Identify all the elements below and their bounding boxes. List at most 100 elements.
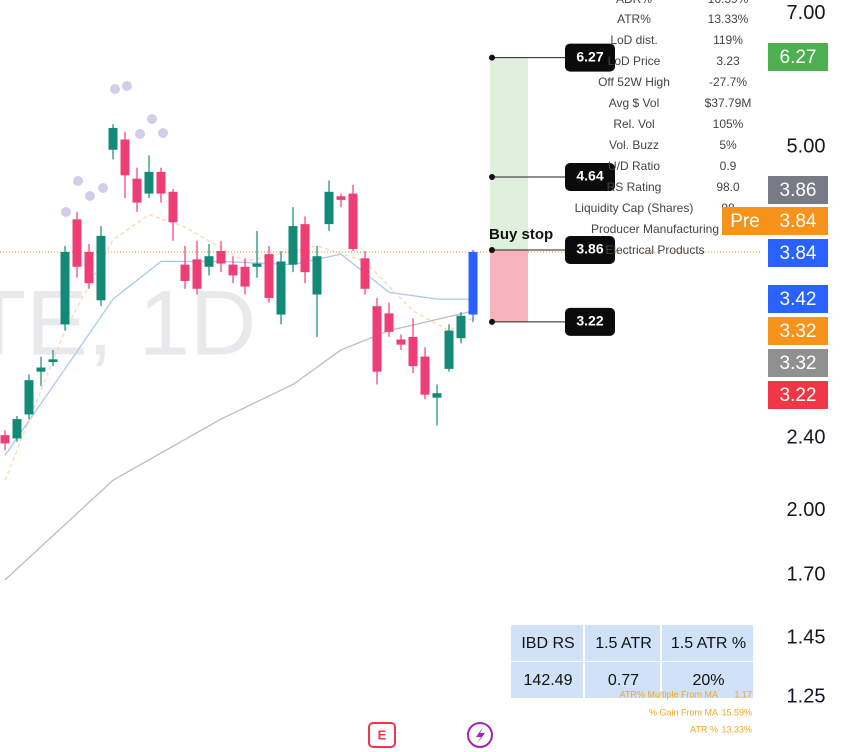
candle-body [120,139,130,176]
candle-body [192,259,202,289]
info-label: ADR% [616,0,652,6]
candle-body [324,191,334,225]
earnings-label[interactable]: E [378,727,387,742]
candle-body [288,226,298,265]
candle-body [240,266,250,287]
info-value: 119% [713,33,743,47]
y-tick-label: 2.00 [787,499,826,521]
table-text: 20% [692,672,724,689]
table-cell [662,625,753,661]
candle-body [276,261,286,315]
info-label: Rel. Vol [613,117,654,131]
info-value: 3.23 [716,54,740,68]
candle-body [96,235,106,301]
candle-body [432,393,442,398]
price-badge [768,176,828,204]
watermark: TE, 1D [0,272,256,374]
candle-body [156,171,166,194]
candle-body [132,178,142,203]
candle-body [180,264,190,281]
price-badge [768,381,828,409]
price-badge-label: 3.22 [780,385,817,406]
candle-body [372,306,382,372]
lightning-glyph [476,727,485,744]
level-box [565,162,615,191]
table-cell [585,662,660,698]
level-box [565,235,615,264]
table-cell [585,625,660,661]
ma-row-label: ATR % [690,724,718,734]
table-cell [511,662,583,698]
table-cell [662,662,753,698]
price-badge-label: 3.84 [780,211,817,232]
info-value: 13.33% [708,12,749,26]
info-label: ATR% [617,12,651,26]
ma-row-value: 13.33% [721,724,752,734]
info-sector: Producer Manufacturing [591,222,719,236]
candle-body [84,252,94,284]
candle-body [12,419,22,439]
price-badge [768,239,828,267]
level-label: 3.86 [576,241,603,257]
info-sector: Electrical Products [605,243,704,257]
level-dot [489,246,495,253]
candle-body [420,356,430,395]
y-tick-label: 1.25 [787,685,826,707]
stop-zone [490,249,528,322]
table-text: 142.49 [524,672,573,689]
y-tick-label: 7.00 [787,2,826,24]
level-dot [489,173,495,180]
candle-body [348,193,358,249]
info-label: Liquidity Cap (Shares) [575,201,694,215]
candle-body [216,251,226,264]
level-label: 6.27 [576,48,603,64]
candle-body [384,313,394,332]
info-label: LoD dist. [610,33,657,47]
price-badge-label: 3.42 [780,289,817,310]
ma-row-label: % Gain From MA [649,707,718,717]
candle-body [144,171,154,194]
price-badge [768,349,828,377]
level-dot [489,318,495,325]
info-label: LoD Price [608,54,661,68]
info-value: 16.59% [708,0,749,6]
price-badge-label: 3.32 [780,353,817,374]
candle-body [72,219,82,267]
y-tick-label: 5.00 [787,136,826,158]
ma-row-label: ATR% Multiple From MA [620,689,718,699]
ma-row-value: 1.17 [734,689,752,699]
candle-body [24,380,34,415]
level-label: 3.22 [576,313,603,329]
price-badge [768,317,828,345]
level-dot [489,54,495,61]
candle-body [48,359,58,363]
lightning-icon[interactable] [467,722,493,748]
candle-body [168,191,178,223]
pre-label: Pre [730,211,760,232]
info-label: Vol. Buzz [609,138,659,152]
info-value: -27.7% [709,75,747,89]
target-zone [490,57,528,250]
earnings-icon[interactable] [368,722,396,748]
price-badge [768,285,828,313]
table-text: 1.5 ATR [595,635,652,652]
table-text: IBD RS [521,635,574,652]
info-value: 98.0 [716,180,740,194]
table-text: 0.77 [608,672,639,689]
candle-body [360,258,370,289]
ma-row-value: 15.59% [721,707,752,717]
candle-body [468,252,478,315]
y-tick-label: 1.45 [787,627,826,649]
candle-body [300,224,310,273]
candle-body [0,435,10,444]
table-cell [511,625,583,661]
level-box [565,43,615,72]
info-value: $37.79M [705,96,752,110]
info-label: RS Rating [607,180,662,194]
candle-body [396,339,406,345]
pre-badge [722,207,768,235]
candle-body [444,330,454,369]
price-badge-label: 3.32 [780,321,817,342]
level-label: 4.64 [576,168,603,184]
